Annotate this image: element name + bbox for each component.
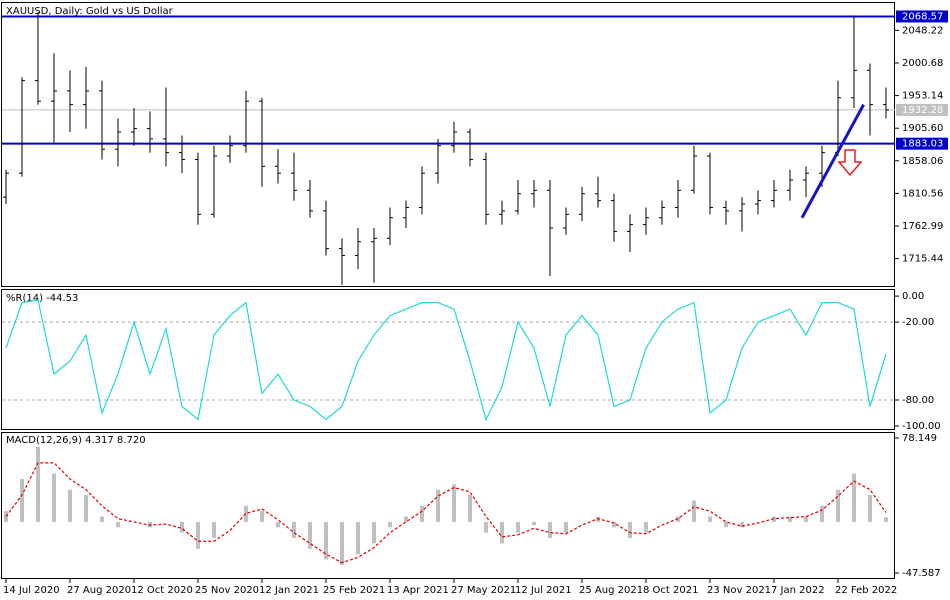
macd-bar	[196, 521, 200, 549]
macd-bar	[292, 521, 296, 539]
y-tick-label: -20.00	[902, 317, 934, 328]
x-tick-label: 25 Nov 2020	[195, 585, 259, 596]
y-tick-label: 1762.99	[902, 221, 943, 232]
macd-bar	[20, 478, 24, 522]
macd-bar	[420, 505, 424, 522]
x-tick-label: 23 Nov 2021	[707, 585, 771, 596]
y-tick-label: 78.149	[902, 433, 937, 444]
level-label-box	[896, 103, 948, 116]
x-tick-label: 7 Jan 2022	[771, 585, 825, 596]
macd-bar	[836, 489, 840, 522]
x-tick-label: 8 Oct 2021	[643, 585, 698, 596]
y-tick-label: 1953.14	[902, 91, 943, 102]
macd-bar	[276, 521, 280, 528]
x-tick-label: 13 Apr 2021	[387, 585, 449, 596]
macd-bar	[340, 521, 344, 565]
macd-bar	[324, 521, 328, 560]
x-tick-label: 27 May 2021	[451, 585, 516, 596]
macd-bar	[740, 521, 744, 528]
macd-bar	[116, 521, 120, 528]
macd-bar	[308, 521, 312, 549]
x-tick-label: 12 Jul 2021	[515, 585, 572, 596]
y-tick-label: -47.587	[902, 568, 941, 579]
macd-bar	[548, 521, 552, 539]
x-tick-label: 12 Jan 2021	[259, 585, 319, 596]
williams-panel	[1, 289, 895, 430]
level-label-box	[896, 137, 948, 150]
level-label: 1932.28	[902, 105, 943, 116]
x-tick-label: 25 Aug 2021	[579, 585, 643, 596]
level-label: 2068.57	[902, 11, 943, 22]
macd-bar	[484, 521, 488, 533]
macd-bar	[68, 489, 72, 522]
macd-bar	[884, 517, 888, 522]
macd-bar	[436, 489, 440, 522]
y-tick-label: 2000.68	[902, 58, 943, 69]
macd-bar	[452, 484, 456, 522]
down-arrow	[837, 149, 863, 177]
y-tick-label: -80.00	[902, 395, 934, 406]
x-tick-label: 12 Oct 2020	[131, 585, 193, 596]
x-tick-label: 25 Feb 2021	[323, 585, 385, 596]
macd-bar	[212, 521, 216, 539]
x-tick-label: 14 Jul 2020	[3, 585, 60, 596]
x-tick-label: 27 Aug 2020	[67, 585, 131, 596]
level-label-box	[896, 10, 948, 23]
macd-bar	[692, 500, 696, 522]
macd-bar	[500, 521, 504, 544]
macd-bar	[628, 521, 632, 539]
williams-line	[5, 299, 887, 422]
macd-bar	[852, 473, 856, 522]
macd-bar	[516, 521, 520, 533]
macd-bar	[388, 521, 392, 528]
macd-bar	[260, 511, 264, 522]
y-tick-label: 1858.06	[902, 156, 943, 167]
macd-bar	[820, 505, 824, 522]
macd-bar	[356, 521, 360, 555]
macd-bar	[868, 495, 872, 522]
macd-bar	[788, 516, 792, 522]
indicator-title: %R(14) -44.53	[6, 293, 78, 304]
macd-bar	[52, 473, 56, 522]
y-tick-label: 0.00	[902, 291, 924, 302]
y-tick-label: 1715.44	[902, 254, 943, 265]
trendline	[800, 103, 865, 219]
macd-bar	[532, 521, 536, 526]
level-label: 1883.03	[902, 139, 943, 150]
y-tick-label: 1810.56	[902, 188, 943, 199]
signal-line	[5, 462, 887, 564]
macd-bar	[180, 521, 184, 533]
macd-bar	[612, 521, 616, 528]
x-tick-label: 22 Feb 2022	[835, 585, 897, 596]
macd-bar	[564, 521, 568, 533]
macd-bar	[372, 521, 376, 544]
macd-bar	[724, 521, 728, 528]
macd-bar	[708, 516, 712, 522]
macd-bar	[468, 495, 472, 522]
y-tick-label: 1905.60	[902, 123, 943, 134]
macd-bar	[404, 516, 408, 522]
macd-bar	[36, 446, 40, 522]
indicator-title: MACD(12,26,9) 4.317 8.720	[6, 435, 146, 446]
chart-title: XAUUSD, Daily: Gold vs US Dollar	[6, 6, 174, 17]
y-tick-label: 2048.22	[902, 25, 943, 36]
macd-bar	[804, 516, 808, 522]
macd-bar	[644, 521, 648, 533]
macd-bar	[84, 495, 88, 522]
macd-bar	[244, 505, 248, 522]
macd-bar	[100, 516, 104, 522]
macd-panel	[1, 432, 895, 579]
y-tick-label: -100.00	[902, 421, 941, 432]
